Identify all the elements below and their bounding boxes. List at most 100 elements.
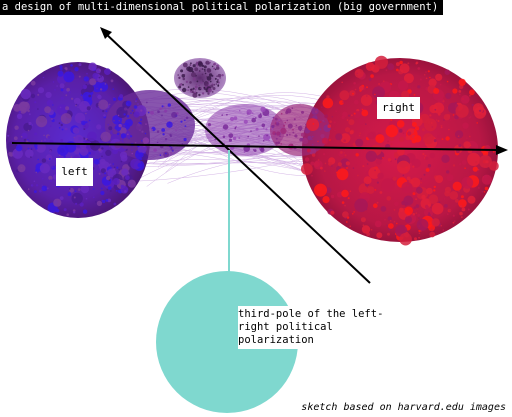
network-node xyxy=(78,75,81,78)
network-node xyxy=(319,121,322,123)
network-node xyxy=(16,113,23,120)
network-node xyxy=(341,201,345,204)
network-node xyxy=(483,191,486,193)
network-node xyxy=(294,134,298,138)
network-node xyxy=(368,78,372,82)
network-node xyxy=(14,125,19,130)
network-node xyxy=(351,114,353,117)
network-node xyxy=(99,88,103,91)
network-node xyxy=(79,147,89,156)
network-node xyxy=(428,194,439,204)
network-node xyxy=(286,119,289,122)
network-node xyxy=(35,147,38,150)
network-node xyxy=(415,204,420,208)
network-node xyxy=(311,107,319,115)
network-node xyxy=(191,91,194,94)
network-node xyxy=(374,169,376,172)
network-node xyxy=(18,110,21,114)
network-node xyxy=(320,134,325,139)
network-node xyxy=(100,190,105,196)
network-node xyxy=(196,65,198,67)
network-node xyxy=(428,212,430,214)
network-node xyxy=(117,132,120,136)
network-node xyxy=(415,126,420,131)
network-node xyxy=(203,86,206,89)
network-node xyxy=(284,121,287,124)
network-node xyxy=(353,99,359,105)
network-node xyxy=(471,103,474,107)
network-node xyxy=(98,82,109,92)
network-node xyxy=(299,129,302,132)
network-node xyxy=(182,77,186,81)
network-node xyxy=(266,134,268,137)
network-node xyxy=(69,70,71,72)
network-node xyxy=(417,208,419,211)
network-node xyxy=(443,119,445,121)
network-node xyxy=(327,124,332,128)
network-node xyxy=(466,137,468,140)
network-node xyxy=(348,119,355,126)
network-node xyxy=(415,212,418,215)
network-node xyxy=(133,105,138,109)
network-node xyxy=(341,81,344,84)
network-node xyxy=(216,80,219,83)
network-node xyxy=(418,217,420,219)
network-node xyxy=(101,147,104,150)
network-node xyxy=(431,126,434,128)
network-node xyxy=(41,184,44,186)
network-node xyxy=(328,162,332,166)
network-node xyxy=(276,131,281,136)
network-node xyxy=(279,135,281,137)
network-node xyxy=(98,163,101,167)
network-node xyxy=(399,207,404,212)
network-node xyxy=(314,107,317,110)
network-node xyxy=(407,62,410,65)
network-node xyxy=(420,181,423,184)
network-node xyxy=(411,122,417,127)
network-node xyxy=(105,110,108,112)
network-node xyxy=(43,134,45,137)
network-node xyxy=(216,79,219,81)
network-node xyxy=(66,128,68,130)
network-node xyxy=(366,163,369,165)
network-node xyxy=(420,178,423,180)
network-node xyxy=(216,66,220,70)
network-node xyxy=(440,224,443,227)
network-node xyxy=(112,178,120,185)
network-node xyxy=(286,133,289,137)
network-node xyxy=(200,68,202,70)
network-node xyxy=(177,74,179,76)
network-node xyxy=(81,110,84,112)
network-node xyxy=(192,64,196,68)
network-node xyxy=(424,154,427,157)
network-node xyxy=(35,171,38,174)
network-node xyxy=(211,65,214,68)
network-node xyxy=(272,124,275,127)
network-node xyxy=(454,115,459,120)
network-node xyxy=(301,163,313,176)
network-node xyxy=(109,190,112,192)
network-node xyxy=(434,108,437,111)
network-node xyxy=(370,66,372,69)
network-node xyxy=(396,222,398,225)
network-node xyxy=(135,100,137,103)
network-node xyxy=(388,223,394,229)
network-node xyxy=(427,164,432,168)
network-node xyxy=(101,174,103,176)
network-node xyxy=(187,89,189,92)
network-node xyxy=(255,117,257,119)
network-node xyxy=(258,135,260,137)
network-node xyxy=(461,176,474,189)
network-node xyxy=(443,114,451,121)
network-node xyxy=(458,190,460,192)
network-node xyxy=(375,158,382,165)
network-node xyxy=(77,106,79,108)
network-node xyxy=(94,165,97,167)
network-node xyxy=(433,189,436,192)
network-node xyxy=(229,116,235,122)
network-node xyxy=(346,167,348,169)
network-node xyxy=(361,189,363,192)
network-node xyxy=(216,75,218,77)
network-node xyxy=(452,181,462,191)
network-node xyxy=(99,69,101,72)
